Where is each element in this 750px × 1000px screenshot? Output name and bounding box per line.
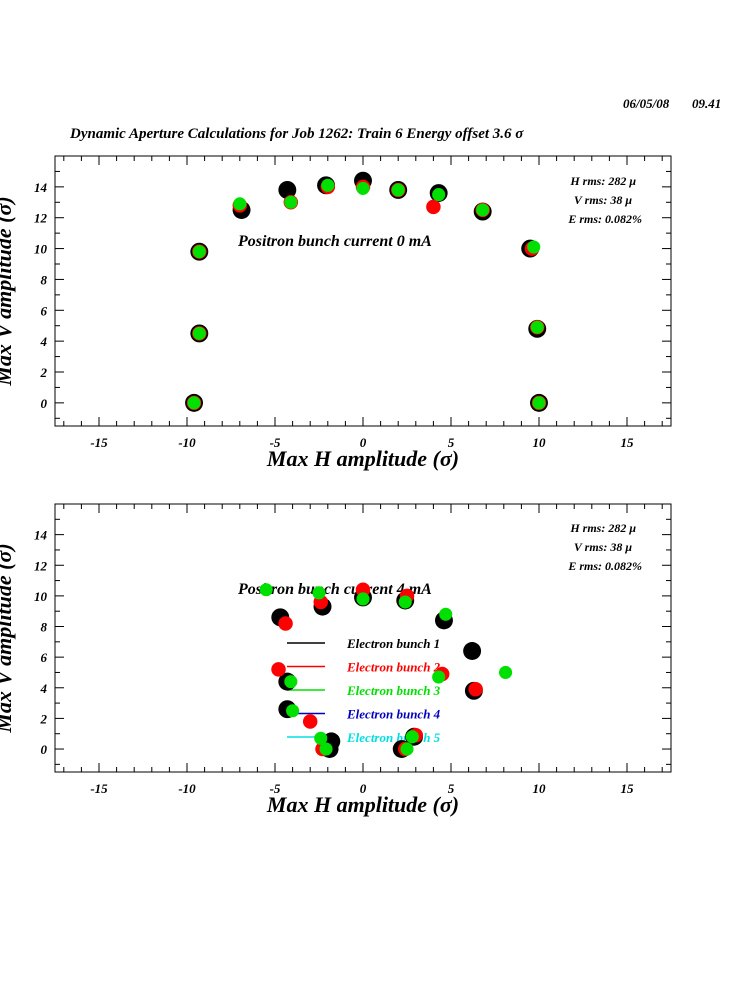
data-point xyxy=(527,240,541,254)
data-point xyxy=(499,665,513,680)
data-point xyxy=(532,396,546,410)
y-tick-label: 14 xyxy=(34,180,48,195)
data-point xyxy=(259,583,273,597)
x-tick-label: 5 xyxy=(448,435,455,450)
data-point xyxy=(398,595,412,609)
x-tick-label: 10 xyxy=(533,435,547,450)
y-tick-label: 6 xyxy=(41,303,48,318)
data-point xyxy=(233,197,247,211)
data-point xyxy=(284,675,298,689)
data-point xyxy=(439,607,453,621)
panel-bottom-v-rms: V rms: 38 μ xyxy=(574,540,632,554)
x-tick-label: -5 xyxy=(270,435,281,450)
y-tick-label: 0 xyxy=(41,396,48,411)
data-point xyxy=(391,183,405,197)
x-tick-label: -5 xyxy=(270,781,281,796)
panel-bottom-ylabel: Max V amplitude (σ) xyxy=(0,543,16,733)
panel-top-v-rms: V rms: 38 μ xyxy=(574,193,632,207)
panel-top-ylabel: Max V amplitude (σ) xyxy=(0,196,16,386)
y-tick-label: 8 xyxy=(41,620,48,635)
y-tick-label: 10 xyxy=(34,589,48,604)
data-point xyxy=(321,178,335,192)
data-point xyxy=(187,396,201,410)
y-tick-label: 2 xyxy=(40,365,48,380)
x-tick-label: -15 xyxy=(90,435,108,450)
x-tick-label: 0 xyxy=(360,781,367,796)
x-tick-label: 15 xyxy=(621,435,635,450)
data-point xyxy=(278,180,297,199)
y-tick-label: 8 xyxy=(41,272,48,287)
axis-ticks-top: -15 -10 -5 0 5 10 15 0 2 4 6 8 10 12 14 xyxy=(34,156,671,450)
data-point xyxy=(463,642,482,660)
y-tick-label: 10 xyxy=(34,242,48,257)
data-point xyxy=(432,670,446,684)
panel-top-h-rms: H rms: 282 μ xyxy=(569,174,636,188)
legend: Electron bunch 1 Electron bunch 2 Electron… xyxy=(287,636,441,745)
data-point xyxy=(284,195,298,209)
panel-top-annotation: Positron bunch current 0 mA xyxy=(237,233,432,250)
data-point xyxy=(530,320,544,334)
data-point xyxy=(405,730,419,744)
panel-bottom-annotation: Positron bunch current 4 mA xyxy=(237,581,432,598)
legend-label: Electron bunch 1 xyxy=(346,636,440,651)
y-tick-label: 2 xyxy=(40,711,48,726)
x-tick-label: -10 xyxy=(178,781,196,796)
x-tick-label: -15 xyxy=(90,781,108,796)
data-point xyxy=(476,203,490,217)
legend-label: Electron bunch 2 xyxy=(346,660,441,675)
data-point xyxy=(314,731,328,745)
data-point xyxy=(192,326,206,340)
panel-bottom-h-rms: H rms: 282 μ xyxy=(569,521,636,535)
data-point xyxy=(432,188,446,202)
data-point xyxy=(319,742,333,756)
panel-bottom-xlabel: Max H amplitude (σ) xyxy=(266,792,459,817)
header-time: 09.41 xyxy=(692,96,721,111)
data-point xyxy=(356,181,370,195)
chart-title: Dynamic Aperture Calculations for Job 12… xyxy=(69,126,524,142)
data-point xyxy=(286,704,300,718)
x-tick-label: 10 xyxy=(533,781,547,796)
y-tick-label: 6 xyxy=(41,650,48,665)
y-tick-label: 12 xyxy=(34,211,48,226)
y-tick-label: 0 xyxy=(41,742,48,757)
axis-ticks-bottom: -15 -10 -5 0 5 10 15 0 2 4 6 8 10 12 14 xyxy=(34,504,671,796)
legend-label: Electron bunch 4 xyxy=(346,707,441,722)
data-point xyxy=(355,582,371,598)
y-tick-label: 14 xyxy=(34,528,48,543)
y-tick-label: 4 xyxy=(40,334,48,349)
panel-top-xlabel: Max H amplitude (σ) xyxy=(266,446,459,471)
data-point xyxy=(468,682,483,697)
legend-label: Electron bunch 5 xyxy=(346,730,441,745)
x-tick-label: 0 xyxy=(360,435,367,450)
y-tick-label: 12 xyxy=(34,558,48,573)
data-marks-top xyxy=(185,171,548,412)
data-point xyxy=(400,742,414,756)
data-point xyxy=(426,199,441,215)
panel-bottom-e-rms: E rms: 0.082% xyxy=(567,559,642,573)
y-tick-label: 4 xyxy=(40,681,48,696)
x-tick-label: 5 xyxy=(448,781,455,796)
header-date: 06/05/08 xyxy=(623,96,670,111)
data-point xyxy=(356,592,370,606)
x-tick-label: 15 xyxy=(621,781,635,796)
data-point xyxy=(312,586,326,600)
panel-top-e-rms: E rms: 0.082% xyxy=(567,212,642,226)
data-point xyxy=(302,714,318,729)
data-marks-bottom xyxy=(259,582,513,758)
legend-label: Electron bunch 3 xyxy=(346,683,441,698)
panel-bottom: -15 -10 -5 0 5 10 15 0 2 4 6 8 10 12 14 Positron bunch… xyxy=(0,503,672,817)
data-point xyxy=(278,616,293,631)
data-point xyxy=(271,662,286,677)
x-tick-label: -10 xyxy=(178,435,196,450)
data-point xyxy=(192,245,206,259)
panel-top: -15 -10 -5 0 5 10 15 0 2 4 6 8 10 12 14 Positron bunch… xyxy=(0,155,672,471)
